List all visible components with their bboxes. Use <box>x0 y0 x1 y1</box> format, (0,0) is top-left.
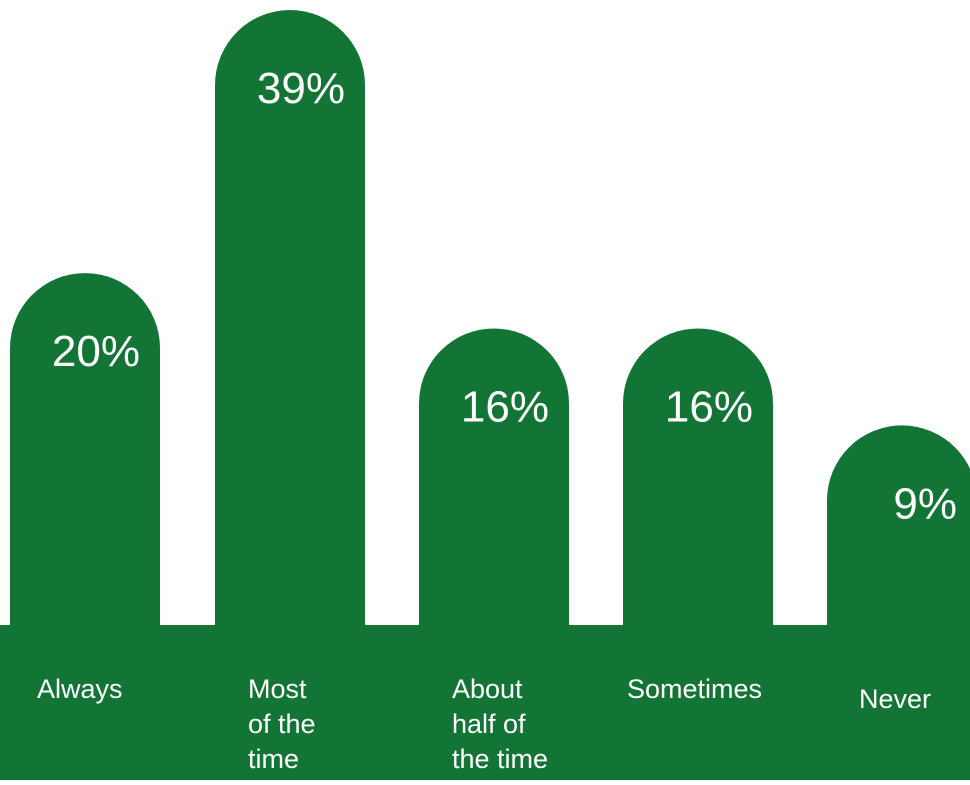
tick-label: Never <box>859 684 931 714</box>
tick-label-line: About <box>452 674 523 704</box>
category-labels-group: Always Most of the time About half of the time… <box>37 674 931 774</box>
tick-label-line: half of <box>452 709 526 739</box>
tick-label-line: time <box>248 744 299 774</box>
data-label: 9% <box>893 479 957 528</box>
tick-label-line: Never <box>859 684 931 714</box>
tick-label-line: of the <box>248 709 316 739</box>
bars-group <box>10 10 970 627</box>
data-label: 39% <box>257 64 345 113</box>
tick-label-line: Most <box>248 674 307 704</box>
tick-label: Always <box>37 674 123 704</box>
tick-label-line: Always <box>37 674 123 704</box>
bar <box>10 273 161 627</box>
bar <box>419 328 569 627</box>
bar <box>827 425 970 627</box>
tick-label: About half of the time <box>452 674 548 774</box>
tick-label-line: Sometimes <box>627 674 762 704</box>
bar <box>215 10 365 627</box>
category-band <box>0 625 970 780</box>
bar <box>623 328 774 627</box>
data-label: 20% <box>52 327 140 376</box>
tick-label: Sometimes <box>627 674 762 704</box>
data-label: 16% <box>461 382 549 431</box>
tick-label: Most of the time <box>248 674 316 774</box>
value-labels-group: 20% 39% 16% 16% 9% <box>52 64 957 528</box>
data-label: 16% <box>665 382 753 431</box>
tick-label-line: the time <box>452 744 548 774</box>
